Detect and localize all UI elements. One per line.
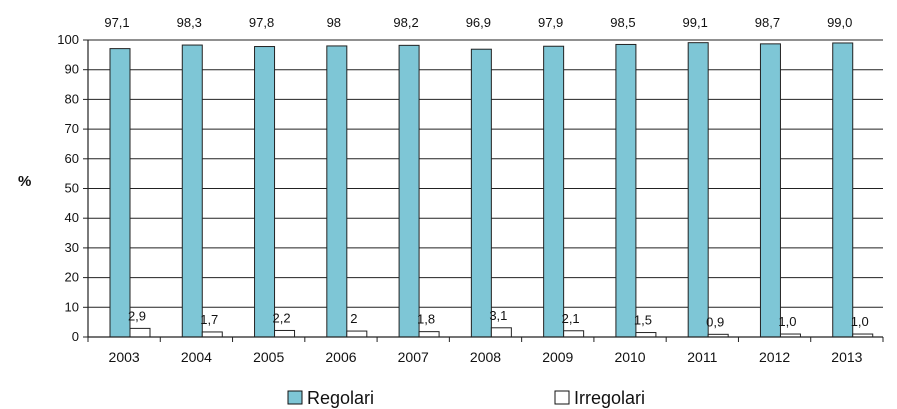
value-label-irregolari-2012: 1,0 [778, 314, 796, 329]
bar-regolari-2003 [109, 48, 131, 338]
y-tick-label: 40 [65, 210, 79, 225]
bar-regolari-2004 [181, 44, 203, 338]
legend-label-regolari: Regolari [307, 388, 374, 408]
bar-regolari-2013 [832, 42, 854, 338]
bar-irregolari-2006 [346, 330, 368, 338]
category-label: 2010 [614, 349, 645, 365]
value-label-irregolari-2008: 3,1 [489, 308, 507, 323]
bar-regolari-2005 [254, 46, 276, 338]
category-label: 2006 [325, 349, 356, 365]
bar-regolari-2010 [615, 43, 637, 338]
category-label: 2003 [109, 349, 140, 365]
value-label-irregolari-2011: 0,9 [706, 314, 724, 329]
y-tick-label: 10 [65, 299, 79, 314]
y-tick-label: 60 [65, 151, 79, 166]
category-label: 2012 [759, 349, 790, 365]
bar-irregolari-2003 [129, 327, 151, 338]
bar-irregolari-2004 [201, 331, 223, 338]
value-label-regolari-2008: 96,9 [466, 15, 491, 30]
bars: 97,1 2,9 98,3 1,7 97,8 2,2 98 2 98,2 1,8 96,9 3,1 97… [104, 15, 874, 338]
bar-regolari-2007 [398, 44, 420, 338]
bar-regolari-2009 [543, 45, 565, 338]
y-tick-label: 70 [65, 121, 79, 136]
value-label-regolari-2005: 97,8 [249, 15, 274, 30]
value-label-regolari-2013: 99,0 [827, 15, 852, 30]
category-label: 2009 [542, 349, 573, 365]
y-axis-ticks: 0 10 20 30 40 50 60 70 80 90 100 [57, 32, 88, 344]
bar-irregolari-2007 [418, 331, 440, 338]
legend-swatch-regolari [287, 390, 303, 405]
y-tick-label: 90 [65, 62, 79, 77]
value-label-irregolari-2005: 2,2 [273, 310, 291, 325]
value-label-regolari-2009: 97,9 [538, 15, 563, 30]
category-label: 2004 [181, 349, 212, 365]
value-label-regolari-2007: 98,2 [393, 15, 418, 30]
bar-regolari-2006 [326, 45, 348, 338]
y-tick-label: 20 [65, 270, 79, 285]
category-label: 2007 [398, 349, 429, 365]
legend-swatch-irregolari [554, 390, 570, 405]
category-labels: 2003 2004 2005 2006 2007 2008 2009 2010 2011 2012… [109, 349, 863, 365]
value-label-regolari-2003: 97,1 [104, 15, 129, 30]
category-label: 2013 [831, 349, 862, 365]
axes [87, 40, 884, 342]
legend: Regolari Irregolari [287, 388, 645, 408]
category-label: 2011 [687, 349, 717, 365]
value-label-regolari-2011: 99,1 [683, 15, 708, 30]
value-label-regolari-2004: 98,3 [177, 15, 202, 30]
value-label-irregolari-2007: 1,8 [417, 312, 435, 327]
value-label-regolari-2006: 98 [327, 15, 341, 30]
y-tick-label: 100 [57, 32, 79, 47]
value-label-irregolari-2009: 2,1 [562, 311, 580, 326]
y-tick-label: 30 [65, 240, 79, 255]
y-tick-label: 0 [72, 329, 79, 344]
y-tick-label: 50 [65, 181, 79, 196]
bar-irregolari-2005 [274, 329, 296, 338]
value-label-regolari-2012: 98,7 [755, 15, 780, 30]
bar-regolari-2011 [687, 42, 709, 338]
bar-regolari-2012 [759, 43, 781, 338]
legend-label-irregolari: Irregolari [574, 388, 645, 408]
value-label-irregolari-2004: 1,7 [200, 312, 218, 327]
value-label-irregolari-2003: 2,9 [128, 308, 146, 323]
bar-regolari-2008 [470, 48, 492, 338]
y-tick-label: 80 [65, 91, 79, 106]
value-label-irregolari-2006: 2 [350, 311, 357, 326]
value-label-irregolari-2013: 1,0 [851, 314, 869, 329]
y-axis-label: % [18, 173, 31, 190]
bar-irregolari-2009 [563, 330, 585, 338]
bar-irregolari-2010 [635, 332, 657, 338]
category-label: 2005 [253, 349, 284, 365]
value-label-irregolari-2010: 1,5 [634, 313, 652, 328]
category-label: 2008 [470, 349, 501, 365]
value-label-regolari-2010: 98,5 [610, 15, 635, 30]
bar-irregolari-2008 [490, 327, 512, 338]
